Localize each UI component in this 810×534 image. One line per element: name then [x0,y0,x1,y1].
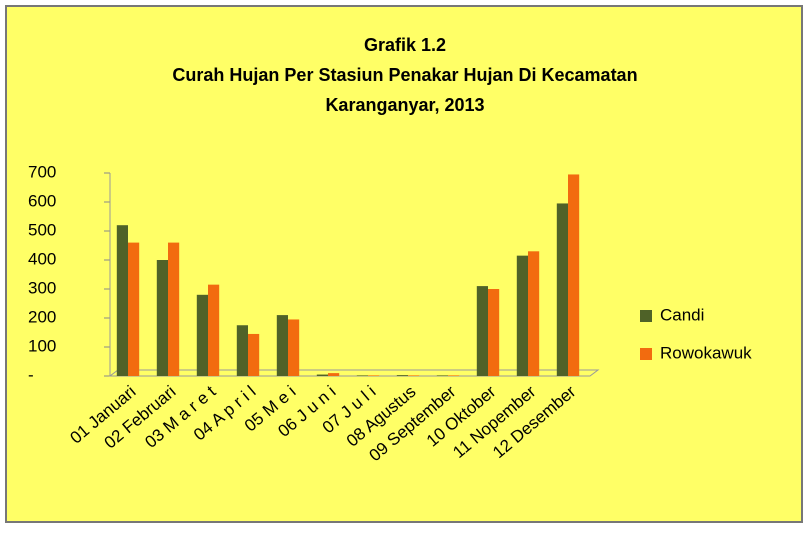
legend-swatch [640,310,652,322]
y-tick-label: 300 [28,278,56,297]
bar [488,289,500,376]
chart-title: Grafik 1.2 [364,35,446,55]
bar [276,315,288,376]
bar [448,375,460,376]
bar [128,242,140,376]
bar [556,203,568,376]
y-tick-label: 500 [28,220,56,239]
chart-title: Curah Hujan Per Stasiun Penakar Hujan Di… [172,65,637,85]
floor [108,369,600,377]
bar [288,319,300,376]
bar [356,375,368,376]
chart-title: Karanganyar, 2013 [325,95,484,115]
y-tick-label: 600 [28,191,56,210]
bar [316,374,328,376]
bar [476,286,488,376]
legend-label: Rowokawuk [660,343,752,362]
bar [208,284,220,376]
bar [236,325,248,376]
bar [528,251,540,376]
bar [368,375,380,376]
bar [328,373,340,376]
y-tick-label: 100 [28,336,56,355]
legend-swatch [640,348,652,360]
bar [196,294,208,376]
legend-label: Candi [660,305,704,324]
bar [568,174,580,376]
bar [396,375,408,376]
bar [168,242,180,376]
bar [248,333,260,376]
bar [156,260,168,376]
bar [516,255,528,376]
bar [436,375,448,376]
y-tick-label: 200 [28,307,56,326]
bar [408,375,420,376]
y-tick-label: 400 [28,249,56,268]
y-tick-label: 700 [28,162,56,181]
y-tick-label: - [28,365,34,384]
bar [116,225,128,376]
